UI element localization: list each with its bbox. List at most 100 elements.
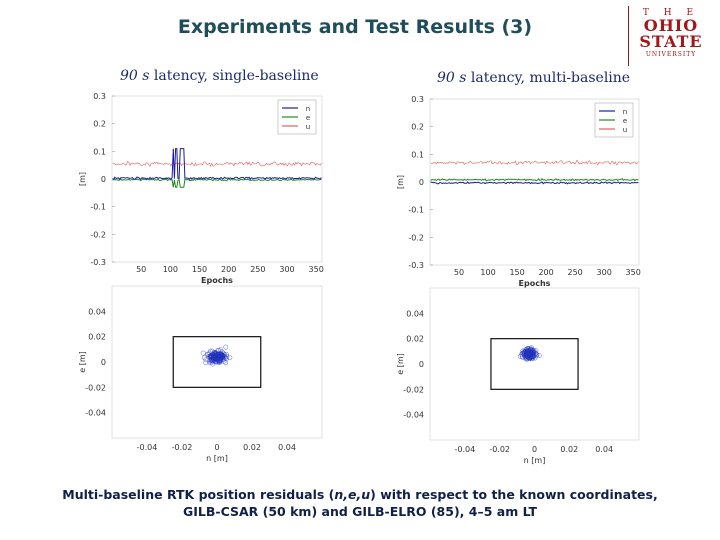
line1-xtick-6: 350 bbox=[626, 268, 641, 277]
panel-title-single: 90 s latency, single-baseline bbox=[120, 68, 319, 84]
scatter1-xlabel: n [m] bbox=[524, 456, 546, 465]
caption-line-1-vars: n,e,u bbox=[334, 487, 371, 502]
line0-xtick-6: 350 bbox=[309, 265, 324, 274]
scatter1-point bbox=[527, 350, 533, 356]
panel-title-multi-rest: latency, multi-baseline bbox=[466, 70, 631, 86]
scatter1-ytick-2: 0 bbox=[419, 360, 424, 369]
line0-xlabel: Epochs bbox=[201, 276, 233, 285]
logo-university: UNIVERSITY bbox=[645, 51, 697, 58]
scatter0-point bbox=[201, 355, 207, 361]
scatter0-point bbox=[213, 359, 219, 365]
scatter0-point bbox=[216, 358, 222, 364]
line1-series-e bbox=[430, 177, 639, 182]
line0-ytick-1: 0.2 bbox=[93, 120, 106, 129]
scatter0-point bbox=[208, 355, 214, 360]
scatter1-ytick-4: -0.04 bbox=[403, 411, 424, 420]
line0-ytick-2: 0.1 bbox=[93, 147, 106, 156]
scatter0-bounding-box bbox=[172, 336, 262, 388]
line0-ylabel: [m] bbox=[78, 172, 87, 186]
scatter0-point bbox=[217, 355, 223, 361]
caption-line-1: Multi-baseline RTK position residuals (n… bbox=[0, 486, 720, 503]
scatter1-xtick-2: 0 bbox=[532, 445, 537, 454]
caption-line-2: GILB-CSAR (50 km) and GILB-ELRO (85), 4–… bbox=[183, 504, 537, 519]
scatter1-plot-frame bbox=[429, 287, 640, 441]
line0-xtick-2: 150 bbox=[192, 265, 207, 274]
line0-legend-label-u: u bbox=[306, 123, 310, 131]
scatter0-point bbox=[200, 350, 206, 356]
scatter1-ytick-3: -0.02 bbox=[403, 385, 424, 394]
line1-ytick-3: 0 bbox=[419, 178, 424, 187]
scatter0-point bbox=[227, 355, 233, 361]
line1-xtick-2: 150 bbox=[509, 268, 524, 277]
line1-series-n bbox=[430, 181, 639, 185]
panel-title-single-value: 90 s bbox=[120, 68, 150, 84]
logo-ohio: OHIO bbox=[643, 16, 699, 35]
panel-title-single-rest: latency, single-baseline bbox=[149, 68, 319, 84]
line1-xtick-0: 50 bbox=[454, 268, 464, 277]
scatter0-ytick-2: 0 bbox=[101, 358, 106, 367]
line0-ytick-6: -0.3 bbox=[90, 258, 106, 267]
line1-legend-label-e: e bbox=[623, 117, 627, 125]
line1-xtick-4: 250 bbox=[567, 268, 582, 277]
line1-ytick-1: 0.2 bbox=[411, 123, 424, 132]
line1-legend-label-u: u bbox=[623, 126, 627, 134]
scatter0-point bbox=[203, 360, 209, 366]
scatter1-xtick-1: -0.02 bbox=[489, 445, 510, 454]
caption-line-1-b: ) with respect to the known coordinates, bbox=[370, 487, 658, 502]
scatter0-xtick-2: 0 bbox=[214, 443, 219, 452]
scatter1-ytick-0: 0.04 bbox=[406, 309, 424, 318]
scatter1-point bbox=[531, 348, 537, 354]
scatter1-bounding-box bbox=[490, 338, 579, 390]
line0-xtick-0: 50 bbox=[136, 265, 146, 274]
line0-series-n bbox=[112, 148, 322, 181]
scatter1-point bbox=[517, 354, 523, 359]
line1-ytick-2: 0.1 bbox=[411, 150, 424, 159]
line1-ytick-6: -0.3 bbox=[408, 261, 424, 270]
line1-xtick-1: 100 bbox=[480, 268, 495, 277]
caption-line-1-a: Multi-baseline RTK position residuals ( bbox=[62, 487, 335, 502]
scatter0-point bbox=[223, 344, 229, 350]
scatter0-ytick-4: -0.04 bbox=[85, 409, 106, 418]
line0-ytick-5: -0.2 bbox=[90, 230, 106, 239]
panel-title-multi-value: 90 s bbox=[437, 70, 467, 86]
scatter0-ytick-1: 0.02 bbox=[88, 333, 106, 342]
caption: Multi-baseline RTK position residuals (n… bbox=[0, 486, 720, 520]
line0-series-u bbox=[112, 160, 322, 168]
scatter1-point bbox=[536, 353, 542, 358]
scatter1-xtick-0: -0.04 bbox=[454, 445, 475, 454]
scatter1-point bbox=[520, 354, 526, 360]
line1-xtick-5: 300 bbox=[597, 268, 612, 277]
line1-ylabel: [m] bbox=[396, 175, 405, 189]
line0-ytick-0: 0.3 bbox=[93, 92, 106, 101]
line1-legend-label-n: n bbox=[623, 108, 627, 116]
scatter0-ylabel: e [m] bbox=[78, 351, 87, 373]
line1-xlabel: Epochs bbox=[519, 279, 551, 288]
line1-xtick-3: 200 bbox=[538, 268, 553, 277]
scatter1-ytick-1: 0.02 bbox=[406, 335, 424, 344]
scatter0-xtick-4: 0.04 bbox=[278, 443, 296, 452]
scatter0-point bbox=[209, 356, 215, 362]
slide-title: Experiments and Test Results (3) bbox=[177, 16, 533, 38]
scatter1-ylabel: e [m] bbox=[396, 353, 405, 375]
scatter0-point bbox=[209, 354, 215, 360]
scatter0-point bbox=[214, 353, 220, 359]
line0-legend-label-e: e bbox=[306, 114, 310, 122]
line0-series-e bbox=[112, 178, 322, 188]
scatter1-point bbox=[527, 356, 532, 362]
line0-legend-label-n: n bbox=[306, 105, 310, 113]
scatter1-point bbox=[524, 350, 530, 356]
panel-title-multi: 90 s latency, multi-baseline bbox=[437, 70, 630, 86]
line1-ytick-0: 0.3 bbox=[411, 95, 424, 104]
logo-state: STATE bbox=[639, 32, 703, 51]
line0-ytick-3: 0 bbox=[101, 175, 106, 184]
line1-ytick-5: -0.2 bbox=[408, 233, 424, 242]
line0-ytick-4: -0.1 bbox=[90, 203, 106, 212]
scatter0-plot-frame bbox=[111, 285, 323, 439]
scatter0-point bbox=[208, 360, 214, 366]
line0-xtick-1: 100 bbox=[163, 265, 178, 274]
scatter0-point bbox=[220, 354, 226, 360]
scatter0-xtick-1: -0.02 bbox=[172, 443, 193, 452]
line0-xtick-4: 250 bbox=[250, 265, 265, 274]
scatter0-xlabel: n [m] bbox=[206, 454, 228, 463]
